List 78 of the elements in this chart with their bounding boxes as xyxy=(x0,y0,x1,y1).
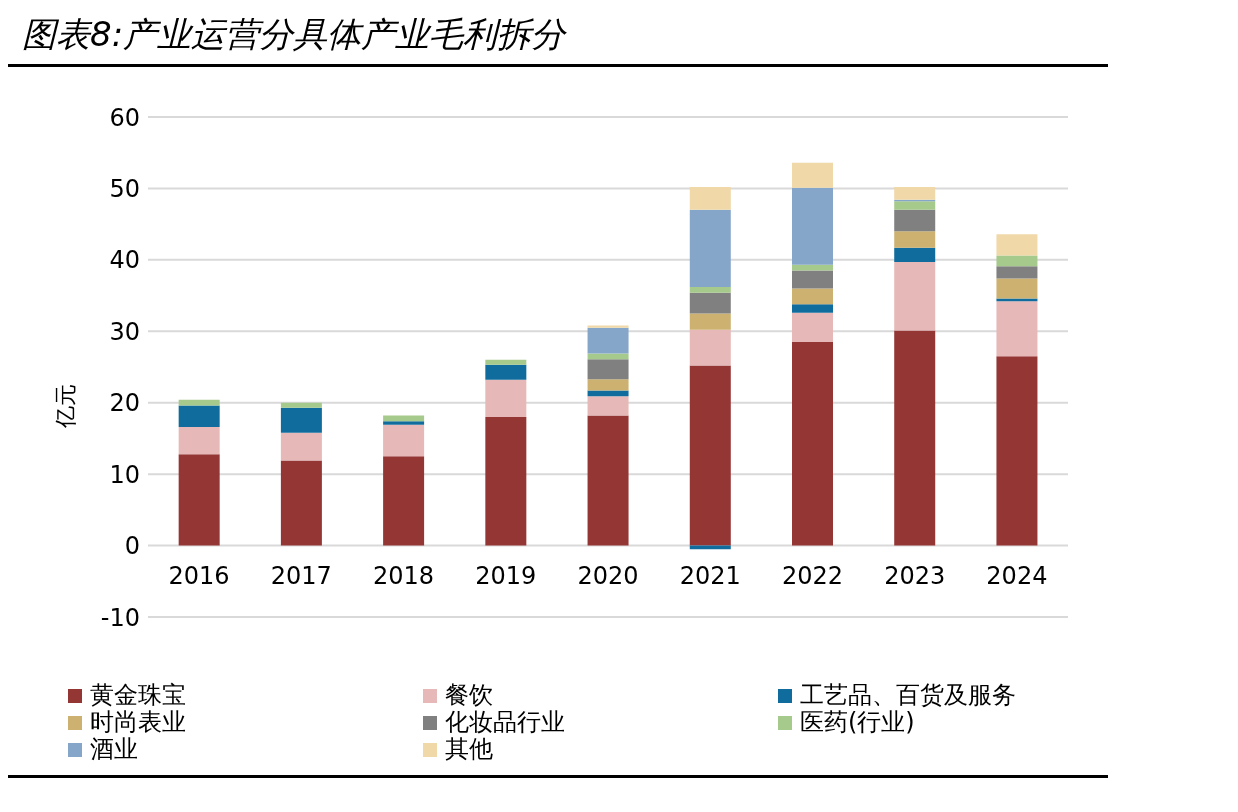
bar xyxy=(792,270,833,289)
bar xyxy=(280,402,322,408)
bar xyxy=(894,262,936,331)
y-tick-label: 0 xyxy=(124,532,140,561)
bar xyxy=(485,379,527,417)
bar xyxy=(587,353,629,360)
legend-label: 餐饮 xyxy=(445,681,493,709)
bar xyxy=(587,359,629,380)
bar xyxy=(383,424,425,457)
bar xyxy=(383,456,425,546)
bar xyxy=(587,415,629,546)
bar xyxy=(689,329,731,366)
y-tick-label: 60 xyxy=(109,103,140,132)
bar xyxy=(996,234,1038,256)
bar xyxy=(485,359,527,365)
legend-label: 时尚表业 xyxy=(90,708,186,736)
bar xyxy=(689,292,731,314)
bar xyxy=(792,304,833,313)
y-axis-title: 亿元 xyxy=(52,382,79,430)
bar xyxy=(689,209,731,287)
bar xyxy=(485,364,527,380)
y-tick-label: 50 xyxy=(109,174,140,203)
bar xyxy=(485,417,527,546)
bar xyxy=(894,209,936,232)
bar xyxy=(996,298,1038,302)
x-tick-label: 2020 xyxy=(577,561,639,590)
x-tick-label: 2017 xyxy=(270,561,332,590)
bar xyxy=(689,287,731,293)
bar xyxy=(894,330,936,546)
bar xyxy=(178,399,220,406)
bar xyxy=(894,187,936,200)
bar xyxy=(792,342,833,546)
bar xyxy=(792,162,833,188)
bar xyxy=(996,356,1038,546)
bar xyxy=(689,365,731,546)
bar xyxy=(996,255,1038,267)
legend-label: 化妆品行业 xyxy=(445,708,565,736)
legend-label: 其他 xyxy=(445,735,493,763)
bar xyxy=(587,325,629,328)
y-tick-label: 30 xyxy=(109,317,140,346)
bar xyxy=(996,278,1038,299)
bar xyxy=(996,266,1038,279)
legend-label: 黄金珠宝 xyxy=(90,681,186,709)
x-tick-label: 2023 xyxy=(884,561,946,590)
bar xyxy=(587,396,629,416)
bar xyxy=(689,313,731,330)
bar xyxy=(178,405,220,427)
x-tick-label: 2019 xyxy=(475,561,537,590)
bar xyxy=(178,454,220,546)
bar xyxy=(894,247,936,262)
legend-label: 医药(行业) xyxy=(800,708,915,736)
x-tick-label: 2024 xyxy=(986,561,1048,590)
x-tick-label: 2016 xyxy=(168,561,230,590)
y-tick-label: 10 xyxy=(109,460,140,489)
bar xyxy=(894,201,936,210)
bar xyxy=(383,421,425,425)
legend-label: 工艺品、百货及服务 xyxy=(800,681,1016,709)
bar xyxy=(792,187,833,265)
legend-label: 酒业 xyxy=(90,735,138,763)
y-tick-label: 20 xyxy=(109,389,140,418)
x-tick-label: 2021 xyxy=(679,561,741,590)
bar xyxy=(792,288,833,305)
bar xyxy=(587,327,629,354)
bar xyxy=(792,312,833,342)
bar xyxy=(792,264,833,271)
chart-title: 图表8:产业运营分具体产业毛利拆分 xyxy=(8,8,1108,67)
bar xyxy=(587,379,629,391)
bar xyxy=(280,460,322,546)
bar xyxy=(280,432,322,461)
x-tick-label: 2022 xyxy=(781,561,843,590)
bar xyxy=(280,407,322,433)
bar xyxy=(689,187,731,210)
bar xyxy=(178,427,220,455)
bar xyxy=(996,301,1038,357)
x-tick-label: 2018 xyxy=(373,561,435,590)
y-tick-label: -10 xyxy=(100,603,140,632)
bar xyxy=(894,231,936,248)
y-tick-label: 40 xyxy=(109,246,140,275)
